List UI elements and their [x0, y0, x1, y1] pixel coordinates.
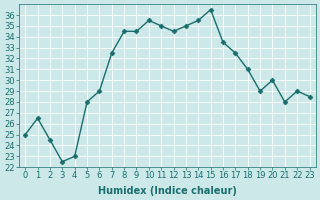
X-axis label: Humidex (Indice chaleur): Humidex (Indice chaleur): [98, 186, 237, 196]
